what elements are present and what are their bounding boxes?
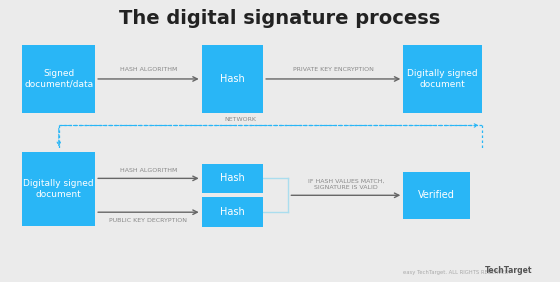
FancyBboxPatch shape <box>202 45 263 113</box>
FancyBboxPatch shape <box>403 45 482 113</box>
FancyBboxPatch shape <box>22 152 95 226</box>
FancyBboxPatch shape <box>403 172 470 219</box>
Text: HASH ALGORITHM: HASH ALGORITHM <box>120 67 177 72</box>
Text: TechTarget: TechTarget <box>484 266 532 275</box>
Text: IF HASH VALUES MATCH,
SIGNATURE IS VALID: IF HASH VALUES MATCH, SIGNATURE IS VALID <box>307 179 384 190</box>
Text: Hash: Hash <box>220 207 245 217</box>
Text: PRIVATE KEY ENCRYPTION: PRIVATE KEY ENCRYPTION <box>293 67 374 72</box>
Text: Hash: Hash <box>220 173 245 183</box>
FancyBboxPatch shape <box>202 164 263 193</box>
Text: Digitally signed
document: Digitally signed document <box>24 179 94 199</box>
Text: PUBLIC KEY DECRYPTION: PUBLIC KEY DECRYPTION <box>109 218 188 223</box>
Text: NETWORK: NETWORK <box>225 117 257 122</box>
FancyBboxPatch shape <box>202 197 263 227</box>
Text: The digital signature process: The digital signature process <box>119 9 441 28</box>
Text: Digitally signed
document: Digitally signed document <box>407 69 478 89</box>
Text: easy TechTarget. ALL RIGHTS RESERVED.: easy TechTarget. ALL RIGHTS RESERVED. <box>403 270 511 275</box>
Text: HASH ALGORITHM: HASH ALGORITHM <box>120 168 177 173</box>
FancyBboxPatch shape <box>22 45 95 113</box>
Text: Verified: Verified <box>418 190 455 200</box>
Text: Hash: Hash <box>220 74 245 84</box>
Text: Signed
document/data: Signed document/data <box>24 69 94 89</box>
